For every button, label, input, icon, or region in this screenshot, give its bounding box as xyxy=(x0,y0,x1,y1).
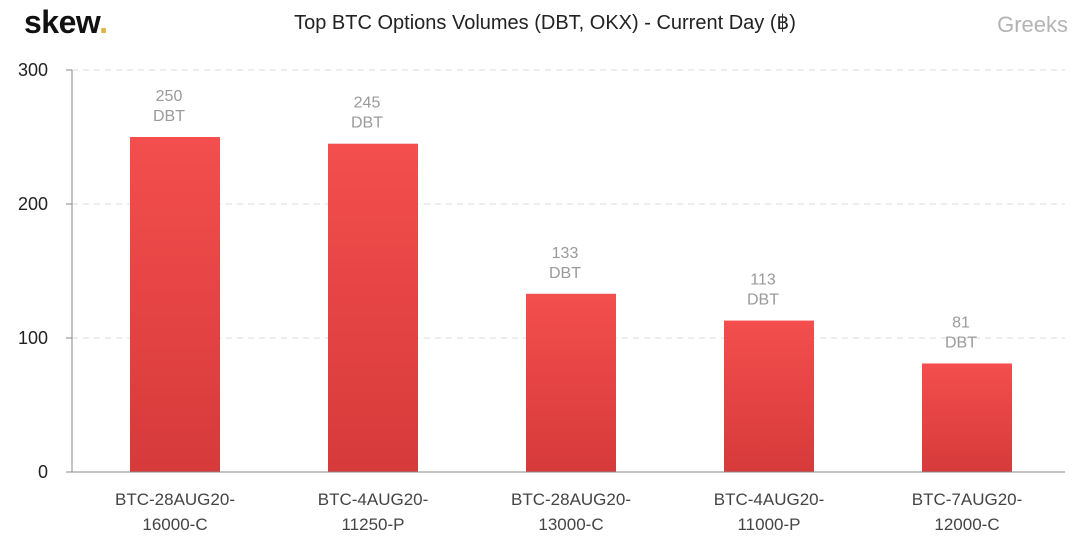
y-tick-label: 0 xyxy=(38,462,48,482)
data-label-value: 113 xyxy=(750,272,776,289)
logo-text: skew xyxy=(24,4,100,40)
x-tick-label: 16000-C xyxy=(142,515,207,534)
y-tick-label: 100 xyxy=(18,328,48,348)
data-label-unit: DBT xyxy=(549,265,581,282)
bar xyxy=(328,143,418,472)
y-tick-label: 300 xyxy=(18,60,48,80)
x-tick-label: BTC-28AUG20- xyxy=(511,490,631,509)
data-label-unit: DBT xyxy=(747,292,779,309)
data-label-unit: DBT xyxy=(945,334,977,351)
data-label-value: 250 xyxy=(156,88,183,105)
data-label-value: 133 xyxy=(552,245,579,262)
x-tick-label: BTC-28AUG20- xyxy=(115,490,235,509)
x-tick-label: BTC-4AUG20- xyxy=(714,490,825,509)
logo-dot: . xyxy=(99,4,108,40)
data-label-unit: DBT xyxy=(153,108,185,125)
bar xyxy=(724,320,814,472)
chart-title: Top BTC Options Volumes (DBT, OKX) - Cur… xyxy=(294,12,796,34)
bar xyxy=(130,137,220,472)
bar xyxy=(526,293,616,472)
data-label-value: 81 xyxy=(952,314,970,331)
skew-logo: skew. xyxy=(24,4,108,41)
x-tick-label: 13000-C xyxy=(538,515,603,534)
x-tick-label: 11250-P xyxy=(341,515,404,534)
x-tick-label: BTC-4AUG20- xyxy=(318,490,429,509)
data-label-unit: DBT xyxy=(351,115,383,132)
data-label-value: 245 xyxy=(354,95,381,112)
y-tick-label: 200 xyxy=(18,194,48,214)
bar xyxy=(922,363,1012,472)
x-tick-label: 12000-C xyxy=(934,515,999,534)
x-tick-label: 11000-P xyxy=(737,515,800,534)
watermark: Greeks xyxy=(997,12,1068,37)
x-tick-label: BTC-7AUG20- xyxy=(912,490,1023,509)
